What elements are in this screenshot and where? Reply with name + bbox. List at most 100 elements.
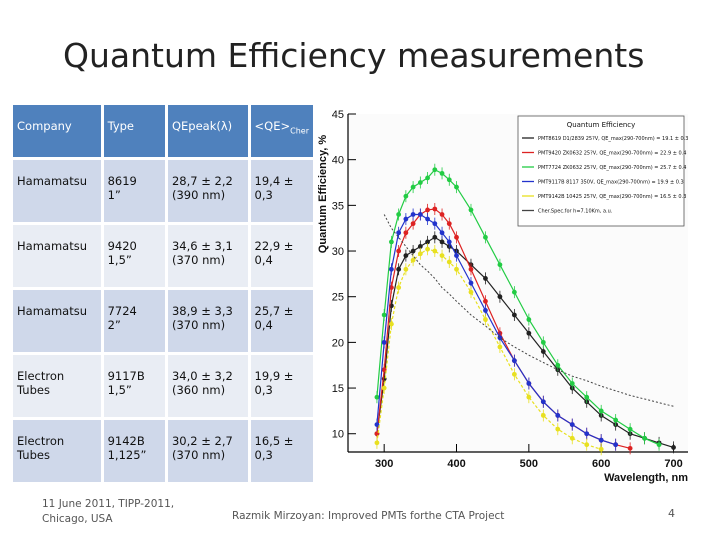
data-point xyxy=(425,216,430,222)
cell-type-line2: 2” xyxy=(107,318,121,332)
data-point xyxy=(446,177,452,183)
legend-box xyxy=(517,115,685,227)
cell-peak-line1: 34,0 ± 3,2 xyxy=(171,369,233,383)
cell-type-line2: 1” xyxy=(107,188,121,202)
cell-peak: 38,9 ± 3,3 (370 nm) xyxy=(167,290,248,352)
data-point xyxy=(483,234,488,240)
data-point xyxy=(497,262,503,268)
data-point xyxy=(511,289,517,295)
data-point xyxy=(468,207,474,213)
data-point xyxy=(425,246,430,252)
cell-peak-line2: (370 nm) xyxy=(171,253,226,267)
data-point xyxy=(374,422,380,427)
data-point xyxy=(439,212,445,217)
footer-venue: Chicago, USA xyxy=(42,513,113,525)
data-point xyxy=(410,221,416,227)
cell-type-line2: 1,5” xyxy=(107,383,132,397)
data-point xyxy=(598,408,604,414)
cell-avg: 19,4 ± 0,3 xyxy=(250,160,313,222)
data-point xyxy=(511,358,517,364)
data-point xyxy=(396,212,402,217)
data-point xyxy=(555,413,561,418)
data-point xyxy=(432,221,438,227)
y-tick-label: 15 xyxy=(332,383,344,395)
y-tick-label: 25 xyxy=(332,292,344,304)
cell-company: Electron Tubes xyxy=(13,420,101,482)
data-point xyxy=(446,239,452,245)
cell-type: 9142B 1,125” xyxy=(103,420,165,482)
data-point xyxy=(511,371,517,377)
data-point xyxy=(446,221,452,227)
data-point xyxy=(468,280,474,286)
header-company: Company xyxy=(13,105,101,157)
cell-peak-line2: (370 nm) xyxy=(171,448,226,462)
cell-peak-line1: 38,9 ± 3,3 xyxy=(171,304,233,318)
data-point xyxy=(483,317,488,322)
cell-avg: 16,5 ± 0,3 xyxy=(250,420,313,482)
cell-type: 8619 1” xyxy=(103,160,165,222)
data-point xyxy=(432,234,438,240)
cell-peak-line2: (360 nm) xyxy=(171,383,226,397)
table-row: Hamamatsu 9420 1,5” 34,6 ± 3,1 (370 nm) 22… xyxy=(13,225,313,287)
data-point xyxy=(454,266,459,272)
data-point xyxy=(627,445,633,451)
y-tick-label: 10 xyxy=(332,429,344,441)
data-point xyxy=(432,167,438,173)
data-point xyxy=(410,212,416,217)
data-point xyxy=(374,440,380,446)
cell-company: Electron Tubes xyxy=(13,355,101,417)
data-point xyxy=(389,266,394,272)
data-point xyxy=(396,266,402,272)
data-point xyxy=(446,259,452,265)
cell-type: 9420 1,5” xyxy=(103,225,165,287)
data-point xyxy=(555,362,561,368)
data-point xyxy=(454,253,459,258)
data-point xyxy=(432,206,438,212)
table-header-row: Company Type QEpeak(λ) <QE>Cher xyxy=(13,105,313,157)
data-point xyxy=(403,193,409,199)
data-point xyxy=(403,216,409,222)
header-qe-subscript: Cher xyxy=(290,126,309,136)
qe-table: Company Type QEpeak(λ) <QE>Cher Hamamats… xyxy=(10,102,316,485)
data-point xyxy=(569,435,575,441)
page-number: 4 xyxy=(668,507,675,520)
cell-type-line1: 8619 xyxy=(107,174,137,188)
cell-type-line2: 1,125” xyxy=(107,448,147,462)
cell-peak: 28,7 ± 2,2 (390 nm) xyxy=(167,160,248,222)
cell-type-line1: 9142B xyxy=(107,434,145,448)
series-line-pmt9142b xyxy=(376,248,602,450)
data-point xyxy=(598,446,604,452)
y-tick-label: 30 xyxy=(332,246,344,258)
data-point xyxy=(613,442,619,448)
legend-label: Cher.Spec.for h=7.10Km, a.u. xyxy=(538,209,613,215)
y-tick-label: 40 xyxy=(332,155,344,167)
cell-company: Hamamatsu xyxy=(13,160,101,222)
data-point xyxy=(374,394,380,400)
data-point xyxy=(396,230,402,236)
data-point xyxy=(569,381,575,386)
cell-peak: 34,0 ± 3,2 (360 nm) xyxy=(167,355,248,417)
data-point xyxy=(526,330,532,336)
cell-peak: 34,6 ± 3,1 (370 nm) xyxy=(167,225,248,287)
qe-chart: 300 400 500 600 700 10 15 20 25 30 35 40 45 Wavelengt… xyxy=(317,109,688,484)
data-point xyxy=(540,413,546,418)
x-tick-label: 600 xyxy=(592,458,610,470)
legend-label: PMT7724 ZK0632 25?V, QE_max(290-700nm) =… xyxy=(538,165,686,171)
table-row: Hamamatsu 7724 2” 38,9 ± 3,3 (370 nm) 25,7… xyxy=(13,290,313,352)
data-point xyxy=(497,344,503,350)
cell-avg: 22,9 ± 0,4 xyxy=(250,225,313,287)
data-point xyxy=(526,394,532,400)
data-point xyxy=(417,212,423,217)
data-point xyxy=(584,442,590,448)
cell-type: 9117B 1,5” xyxy=(103,355,165,417)
y-tick-label: 45 xyxy=(332,109,344,121)
cell-type-line1: 9420 xyxy=(107,239,137,253)
data-point xyxy=(417,244,423,249)
data-point xyxy=(468,266,474,272)
table-row: Electron Tubes 9117B 1,5” 34,0 ± 3,2 (360 … xyxy=(13,355,313,417)
data-point xyxy=(410,257,416,263)
data-point xyxy=(381,385,387,391)
x-tick-label: 400 xyxy=(447,458,465,470)
cell-type: 7724 2” xyxy=(103,290,165,352)
data-point xyxy=(671,445,676,450)
